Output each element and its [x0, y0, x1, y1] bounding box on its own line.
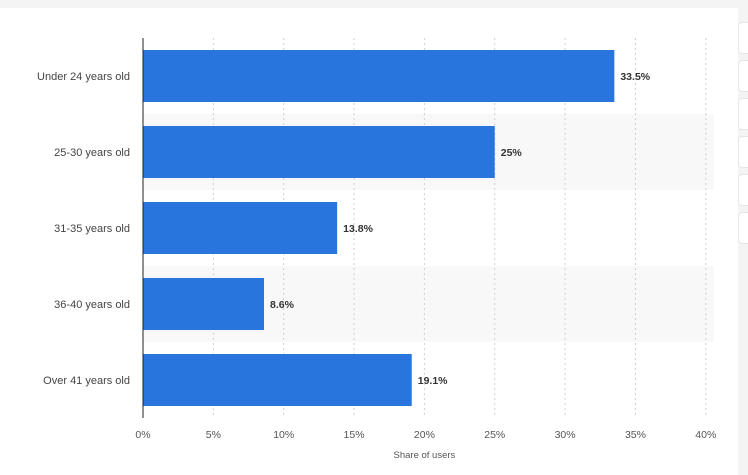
x-tick-label: 0%	[135, 429, 150, 441]
bar[interactable]	[143, 202, 338, 254]
toolbar-tab-2[interactable]	[738, 60, 748, 92]
category-label: 25-30 years old	[54, 147, 130, 159]
value-label: 19.1%	[418, 375, 448, 387]
toolbar-tab-1[interactable]	[738, 22, 748, 54]
bar[interactable]	[143, 126, 495, 178]
x-axis-title: Share of users	[394, 450, 456, 461]
bars	[143, 50, 615, 406]
category-label: 36-40 years old	[54, 299, 130, 311]
toolbar-tab-6[interactable]	[738, 212, 748, 244]
x-tick-label: 30%	[555, 429, 576, 441]
category-label: Over 41 years old	[43, 375, 130, 387]
value-labels: 33.5% 25% 13.8% 8.6% 19.1%	[270, 71, 651, 387]
x-tick-label: 15%	[344, 429, 365, 441]
toolbar-tab-3[interactable]	[738, 98, 748, 130]
bar[interactable]	[143, 354, 412, 406]
x-tick-label: 35%	[625, 429, 646, 441]
value-label: 25%	[501, 147, 523, 159]
x-tick-label: 40%	[695, 429, 716, 441]
x-tick-labels: 0% 5% 10% 15% 20% 25% 30% 35% 40%	[135, 429, 716, 441]
bar[interactable]	[143, 278, 265, 330]
x-tick-label: 5%	[206, 429, 221, 441]
x-tick-label: 25%	[484, 429, 505, 441]
value-label: 8.6%	[270, 299, 295, 311]
value-label: 13.8%	[343, 223, 373, 235]
toolbar-tab-5[interactable]	[738, 174, 748, 206]
category-labels: Under 24 years old 25-30 years old 31-35 y…	[37, 71, 130, 387]
value-label: 33.5%	[620, 71, 650, 83]
x-tick-label: 10%	[273, 429, 294, 441]
category-label: Under 24 years old	[37, 71, 130, 83]
toolbar-tab-4[interactable]	[738, 136, 748, 168]
bar[interactable]	[143, 50, 615, 102]
x-tick-label: 20%	[414, 429, 435, 441]
category-label: 31-35 years old	[54, 223, 130, 235]
